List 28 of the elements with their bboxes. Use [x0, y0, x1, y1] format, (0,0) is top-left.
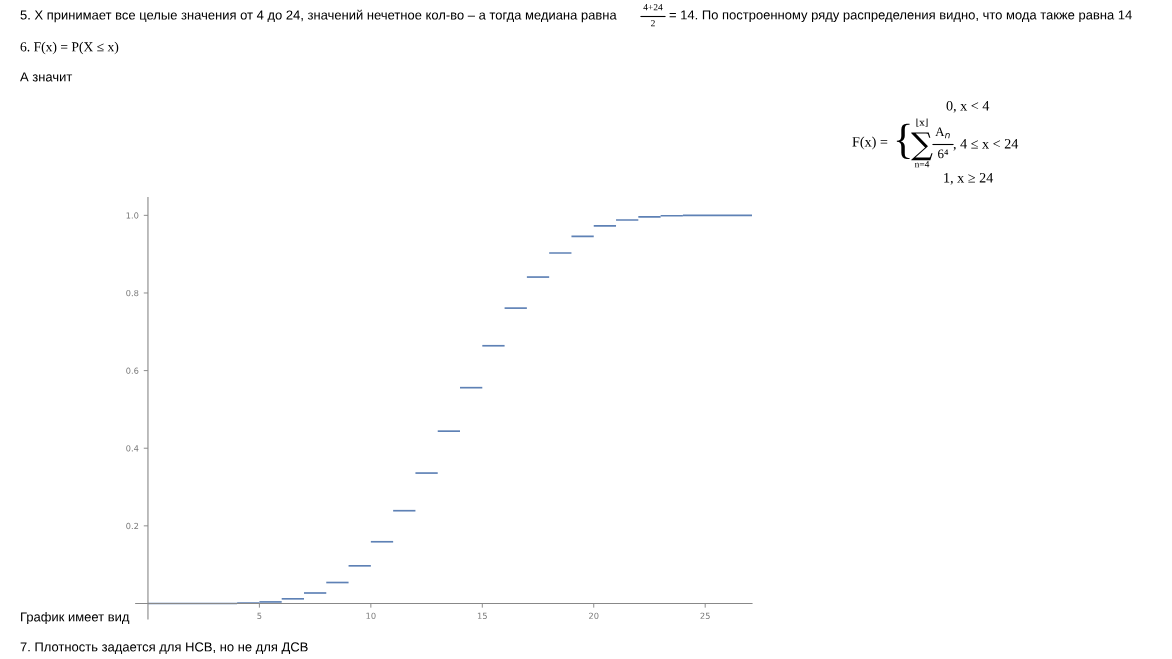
text: ⌊x⌋ [916, 118, 928, 127]
text: 5. X принимает все целые значения от 4 до 24, значений нечетное кол-во – а тогда медиана равна [20, 9, 617, 23]
y-tick-label: 0.2 [126, 522, 139, 530]
x-tick-label: 10 [366, 612, 376, 619]
text: ∑ [911, 132, 933, 161]
text: = 14. По построенному ряду распределения видно, что мода также равна 14 [669, 10, 1132, 23]
text: 6. F(x) = P(X ≤ x) [20, 41, 119, 55]
x-tick-label: 5 [257, 612, 262, 619]
y-tick-label: 0.8 [126, 289, 139, 297]
text: 0, x < 4 [946, 100, 990, 113]
text: , 4 ≤ x < 24 [953, 139, 1019, 151]
text: 1, x ≥ 24 [944, 173, 994, 185]
x-tick-label: 15 [477, 612, 487, 619]
text: 7. Плотность задается для НСВ, но не для ДСВ [20, 642, 308, 654]
x-tick-label: 20 [589, 612, 599, 619]
text: 6⁴ [938, 149, 949, 159]
text: A$_{n}$ [935, 127, 950, 139]
text: n=4 [914, 161, 930, 168]
x-tick-label: 25 [700, 612, 710, 619]
text: { [896, 123, 910, 159]
text: F(x) = [852, 136, 888, 150]
text: А значит [20, 72, 73, 82]
y-tick-label: 0.6 [126, 367, 139, 374]
text: График имеет вид [21, 611, 130, 625]
text: 2 [651, 20, 655, 27]
text: 4+24 [643, 4, 663, 11]
y-tick-label: 1.0 [126, 212, 139, 219]
y-tick-label: 0.4 [126, 445, 139, 452]
